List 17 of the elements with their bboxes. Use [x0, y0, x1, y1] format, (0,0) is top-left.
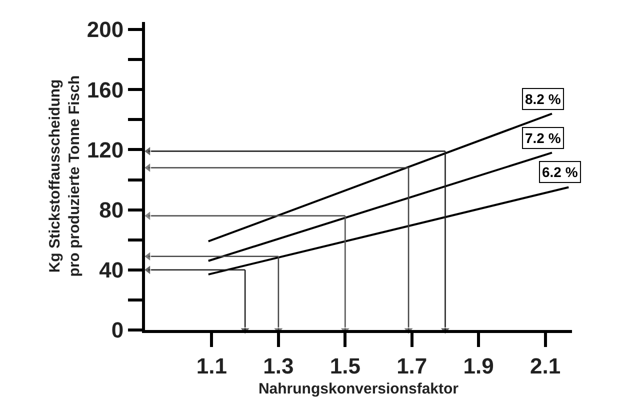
- series-label: 7.2 %: [525, 130, 562, 146]
- x-tick-label: 1.3: [263, 353, 294, 378]
- y-tick-label: 120: [86, 137, 124, 162]
- x-axis-title: Nahrungskonversionsfaktor: [258, 380, 459, 398]
- x-tick-label: 1.7: [396, 353, 428, 378]
- series-label: 8.2 %: [525, 91, 562, 107]
- y-tick-label: 40: [99, 258, 124, 283]
- x-tick-label: 1.9: [463, 353, 494, 378]
- y-tick-label: 80: [99, 198, 124, 222]
- y-tick-label: 160: [86, 77, 124, 102]
- x-tick-label: 1.5: [330, 353, 360, 378]
- y-tick-label: 0: [111, 318, 124, 343]
- series-label: 6.2 %: [542, 164, 578, 180]
- x-tick-label: 2.1: [530, 353, 561, 378]
- y-tick-label: 200: [86, 17, 124, 42]
- y-axis-title: Kg Stickstoffausscheidung pro produzierte Tonne Fisch: [46, 75, 84, 277]
- x-tick-label: 1.1: [196, 353, 228, 378]
